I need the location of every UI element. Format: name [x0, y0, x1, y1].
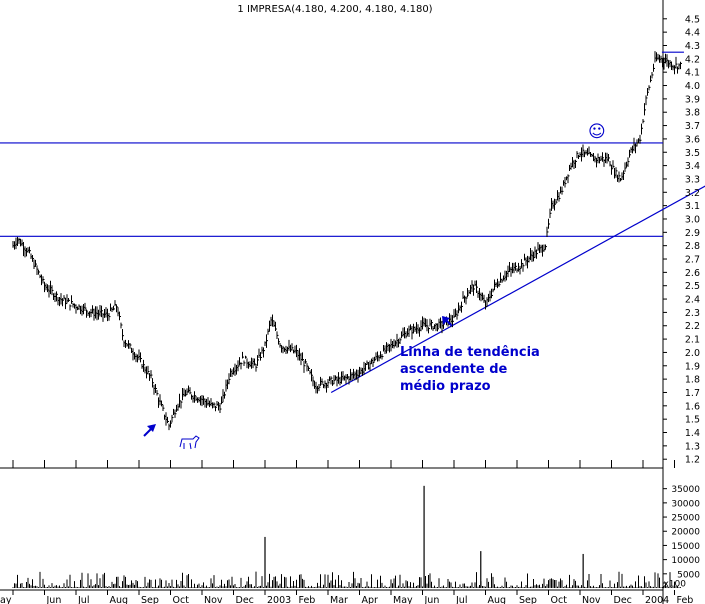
- price-tick-label: 1.6: [685, 401, 700, 412]
- price-tick-label: 2.7: [685, 255, 700, 266]
- price-tick-label: 3.0: [685, 214, 700, 225]
- price-tick-label: 3.4: [685, 161, 700, 172]
- price-tick-label: 2.6: [685, 268, 700, 279]
- smiley-icon: ☺: [588, 122, 606, 142]
- price-tick-label: 3.3: [685, 174, 700, 185]
- trend-line-segment: [330, 185, 705, 393]
- volume-tick-label: x100: [663, 580, 686, 590]
- price-tick-label: 3.1: [685, 201, 700, 212]
- price-tick-label: 2.1: [685, 335, 700, 346]
- trend-label-line-1: Linha de tendência: [400, 345, 540, 360]
- price-tick-label: 2.8: [685, 241, 700, 252]
- month-label: Sep: [141, 595, 159, 604]
- price-tick-label: 4.1: [685, 68, 700, 79]
- price-tick-label: 3.2: [685, 188, 700, 199]
- price-tick-label: 4.4: [685, 28, 700, 39]
- price-tick-label: 3.9: [685, 94, 700, 105]
- volume-tick-label: 30000: [671, 499, 700, 509]
- month-label: Nov: [204, 595, 223, 604]
- price-tick-label: 1.9: [685, 361, 700, 372]
- price-tick-label: 1.8: [685, 375, 700, 386]
- month-label: Oct: [173, 595, 190, 604]
- month-label: Aug: [110, 595, 129, 604]
- month-label: Feb: [677, 595, 694, 604]
- volume-bars: [12, 485, 681, 588]
- price-tick-label: 2.0: [685, 348, 700, 359]
- price-tick-label: 4.5: [685, 14, 700, 25]
- month-label: May: [393, 595, 413, 604]
- month-label: 2004: [645, 595, 669, 604]
- price-tick-label: 2.2: [685, 321, 700, 332]
- volume-tick-label: 15000: [671, 542, 700, 552]
- month-label: Apr: [362, 595, 379, 604]
- price-bars: [12, 51, 682, 431]
- month-label: Aug: [488, 595, 507, 604]
- price-tick-label: 1.5: [685, 415, 700, 426]
- month-label: Nov: [582, 595, 601, 604]
- price-tick-label: 2.3: [685, 308, 700, 319]
- trend-label-line-3: médio prazo: [400, 379, 491, 394]
- price-tick-label: 4.2: [685, 54, 700, 65]
- price-tick-label: 3.7: [685, 121, 700, 132]
- price-tick-label: 4.3: [685, 41, 700, 52]
- arrow-icon-bottom: [143, 424, 156, 437]
- price-tick-label: 1.3: [685, 441, 700, 452]
- price-tick-label: 2.4: [685, 295, 700, 306]
- bull-icon: [179, 435, 200, 450]
- plot-frame: [0, 0, 664, 604]
- price-tick-label: 3.8: [685, 108, 700, 119]
- price-tick-label: 1.2: [685, 455, 700, 466]
- month-label: Dec: [236, 595, 254, 604]
- volume-tick-label: 10000: [671, 556, 700, 566]
- volume-tick-label: 20000: [671, 528, 700, 538]
- month-label: Mar: [330, 595, 348, 604]
- volume-tick-label: 35000: [671, 485, 700, 495]
- month-label: Oct: [551, 595, 568, 604]
- support-resistance-lines: [0, 142, 663, 237]
- price-tick-label: 2.9: [685, 228, 700, 239]
- month-label: Sep: [519, 595, 537, 604]
- trend-line: [330, 51, 705, 393]
- time-axis: ay Jun Jul Aug Sep Oct Nov Dec 2003 Feb Mar Apr May J…: [0, 460, 693, 604]
- volume-tick-label: 5000: [677, 570, 700, 580]
- chart-title: 1 IMPRESA(4.180, 4.200, 4.180, 4.180): [237, 4, 432, 15]
- annotations: Linha de tendência ascendente de médio p…: [143, 122, 606, 450]
- month-label: 2003: [267, 595, 291, 604]
- price-tick-label: 1.4: [685, 428, 700, 439]
- month-label: Feb: [299, 595, 316, 604]
- arrow-icon-trend: [442, 316, 453, 327]
- price-tick-label: 2.5: [685, 281, 700, 292]
- price-tick-label: 3.6: [685, 134, 700, 145]
- trend-label-line-2: ascendente de: [400, 362, 508, 377]
- price-tick-label: 4.0: [685, 81, 700, 92]
- month-label: Jul: [455, 595, 467, 604]
- month-label: ay: [0, 595, 12, 604]
- month-label: Jun: [46, 595, 62, 604]
- month-label: Dec: [614, 595, 632, 604]
- month-label: Jul: [77, 595, 89, 604]
- price-axis: 1.2 1.3 1.4 1.5 1.6 1.7 1.8 1.9 2.0 2.1 2.2 2.3 2.4 2…: [663, 14, 700, 466]
- month-label: Jun: [424, 595, 440, 604]
- volume-tick-label: 25000: [671, 514, 700, 524]
- price-tick-label: 3.5: [685, 148, 700, 159]
- price-tick-label: 1.7: [685, 388, 700, 399]
